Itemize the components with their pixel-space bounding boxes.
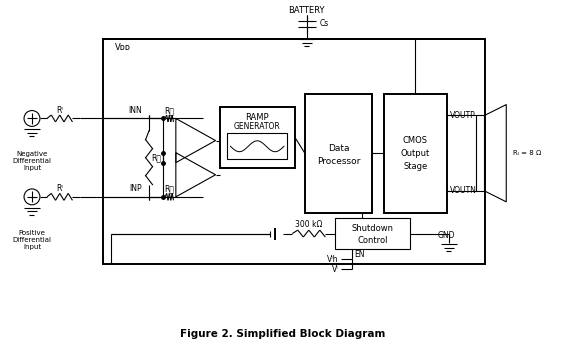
Text: Rₗ = 8 Ω: Rₗ = 8 Ω <box>513 150 541 156</box>
Text: Negative
Differential
Input: Negative Differential Input <box>12 151 52 171</box>
Bar <box>384 94 447 213</box>
Text: Rᴵ: Rᴵ <box>56 185 63 193</box>
Bar <box>476 116 484 191</box>
Bar <box>335 218 410 250</box>
Text: Processor: Processor <box>317 157 360 166</box>
Text: Data: Data <box>328 144 349 153</box>
Text: CMOS: CMOS <box>403 136 428 145</box>
Bar <box>305 94 373 213</box>
Text: Figure 2. Simplified Block Diagram: Figure 2. Simplified Block Diagram <box>180 329 386 339</box>
Text: 300 kΩ: 300 kΩ <box>295 220 323 229</box>
Text: Positive
Differential
Input: Positive Differential Input <box>12 230 52 250</box>
Text: Stage: Stage <box>403 162 428 171</box>
Text: INP: INP <box>129 185 142 193</box>
Text: Vᴵ: Vᴵ <box>332 265 338 274</box>
Text: RAMP: RAMP <box>246 113 269 122</box>
Text: R႔: R႔ <box>164 185 175 193</box>
Text: Output: Output <box>401 149 430 158</box>
Text: Vᴅᴅ: Vᴅᴅ <box>115 42 132 51</box>
Text: Vᴵh: Vᴵh <box>327 255 338 264</box>
Text: VOUTN: VOUTN <box>450 186 477 195</box>
Text: Control: Control <box>357 236 388 245</box>
Text: Rᴵ: Rᴵ <box>56 106 63 115</box>
Text: R႔: R႔ <box>164 106 175 115</box>
Bar <box>103 39 485 264</box>
Bar <box>219 106 295 168</box>
Bar <box>227 134 287 159</box>
Text: GND: GND <box>438 231 455 240</box>
Text: GENERATOR: GENERATOR <box>234 122 281 131</box>
Text: VOUTP: VOUTP <box>450 111 476 120</box>
Text: EN: EN <box>354 250 365 259</box>
Text: BATTERY: BATTERY <box>289 6 325 15</box>
Text: INN: INN <box>128 106 142 115</box>
Text: Shutdown: Shutdown <box>352 223 393 233</box>
Text: Cs: Cs <box>320 19 329 28</box>
Text: R႔: R႔ <box>151 153 161 162</box>
